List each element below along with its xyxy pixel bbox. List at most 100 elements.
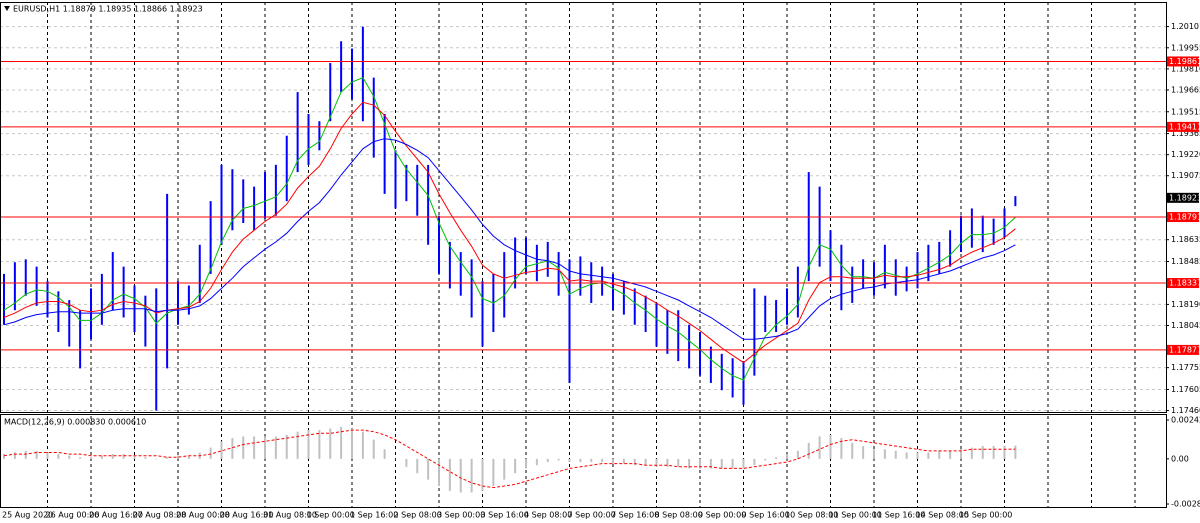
macd-bar [796, 450, 799, 459]
macd-bar [557, 458, 560, 461]
macd-bar [361, 431, 364, 459]
macd-bar [1014, 445, 1017, 459]
macd-bar [329, 428, 332, 459]
x-tick-label: 3 Sep 00:00 [437, 511, 485, 520]
macd-bar [753, 458, 756, 466]
moving-average [3, 101, 1016, 364]
macd-bar [927, 452, 930, 459]
level-label: 1.17877 [1169, 345, 1200, 354]
macd-bar [68, 455, 71, 459]
level-label: 1.18337 [1169, 279, 1200, 288]
level-label-box [1167, 212, 1199, 223]
macd-bar [57, 454, 60, 459]
macd-bar [699, 458, 701, 469]
macd-bar [90, 457, 92, 459]
macd-bar [122, 454, 125, 459]
macd-bar [677, 458, 680, 467]
macd-bar [459, 458, 462, 493]
macd-bar [46, 452, 49, 459]
x-tick-label: 11 Sep 16:00 [872, 511, 925, 520]
chart-title: EURUSD,H1 1.18879 1.18935 1.18866 1.1892… [13, 5, 203, 14]
macd-bar [35, 450, 38, 459]
macd-bar [666, 458, 669, 467]
macd-bar [438, 458, 440, 487]
macd-bar [100, 455, 103, 459]
macd-bar [938, 450, 941, 459]
macd-bar [981, 446, 984, 459]
macd-bar [209, 447, 212, 459]
macd-bar [970, 447, 973, 459]
macd-bar [862, 446, 865, 459]
macd-bar [525, 458, 527, 469]
macd-bar [448, 458, 451, 491]
x-tick-label: 15 Sep 00:00 [959, 511, 1012, 520]
macd-bar [633, 458, 636, 466]
moving-average [3, 138, 1016, 340]
x-tick-label: 9 Sep 16:00 [742, 511, 790, 520]
macd-frame [0, 414, 1167, 508]
moving-average [3, 76, 1016, 381]
macd-bar [166, 457, 169, 459]
macd-bar [916, 452, 919, 459]
macd-bar [405, 458, 408, 467]
macd-bar [492, 458, 495, 487]
level-label-box [1167, 344, 1199, 355]
macd-bar [372, 439, 375, 459]
macd-bar [285, 434, 288, 459]
macd-y-tick-label: 0.002429 [1171, 416, 1200, 425]
level-label-box [1167, 56, 1199, 67]
macd-bar [546, 458, 549, 463]
macd-bar [894, 450, 897, 459]
y-tick-label: 1.17755 [1171, 363, 1200, 372]
level-label: 1.19411 [1169, 122, 1200, 131]
x-tick-label: 26 Aug 16:00 [89, 511, 143, 520]
macd-bar [579, 458, 582, 463]
macd-bar [144, 457, 147, 459]
macd-bar [840, 438, 843, 459]
macd-bar [307, 430, 310, 459]
y-tick-label: 1.19515 [1171, 107, 1200, 116]
x-tick-label: 26 Aug 00:00 [46, 511, 100, 520]
x-tick-label: 1 Sep 16:00 [350, 511, 398, 520]
y-tick-label: 1.19665 [1171, 85, 1200, 94]
title-icon [4, 6, 10, 11]
current-price-label: 1.18923 [1169, 193, 1200, 202]
macd-bar [949, 450, 952, 459]
macd-y-tick-label: 0.00 [1171, 454, 1189, 463]
macd-bar [220, 441, 223, 459]
level-label: 1.19861 [1169, 57, 1200, 66]
macd-bar [905, 452, 908, 459]
macd-bar [79, 457, 82, 459]
macd-bar [883, 449, 886, 459]
macd-bar [264, 436, 266, 459]
level-label: 1.18791 [1169, 213, 1200, 222]
x-tick-label: 7 Sep 16:00 [611, 511, 659, 520]
y-tick-label: 1.18635 [1171, 235, 1200, 244]
macd-title: MACD(12,26,9) 0.000830 0.000610 [4, 418, 146, 427]
macd-bar [960, 449, 962, 459]
macd-bar [786, 454, 788, 459]
y-tick-label: 1.19955 [1171, 43, 1200, 52]
x-tick-label: 4 Sep 08:00 [524, 511, 572, 520]
macd-bar [764, 458, 767, 461]
x-tick-label: 14 Sep 08:00 [916, 511, 969, 520]
macd-bar [470, 458, 473, 493]
macd-bar [296, 431, 299, 459]
macd-bar [818, 436, 821, 459]
x-tick-label: 25 Aug 2020 [2, 511, 53, 520]
macd-bar [155, 458, 158, 460]
y-tick-label: 1.18485 [1171, 257, 1200, 266]
macd-bar [274, 436, 277, 459]
macd-bar [133, 455, 136, 459]
level-label-box [1167, 278, 1199, 289]
macd-bar [481, 458, 484, 491]
x-tick-label: 31 Aug 08:00 [263, 511, 317, 520]
macd-bar [688, 458, 691, 469]
macd-bar [807, 442, 810, 459]
macd-bar [992, 446, 995, 459]
macd-bar [24, 450, 27, 459]
y-tick-label: 1.18045 [1171, 321, 1200, 330]
macd-bar [775, 457, 778, 459]
